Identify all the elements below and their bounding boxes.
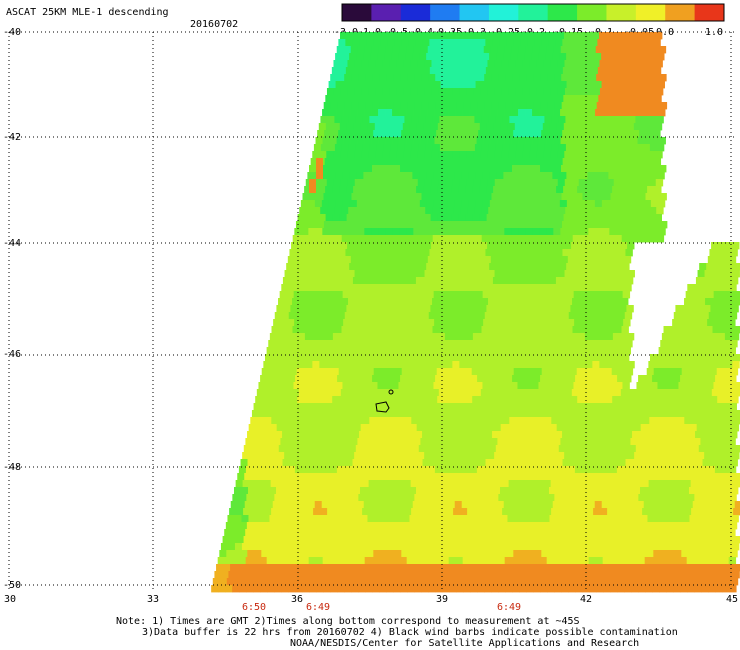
colorbar-swatch — [518, 4, 549, 21]
colorbar-swatch — [400, 4, 431, 21]
lat-label: -48 — [3, 462, 22, 473]
colorbar-swatch — [342, 4, 372, 21]
footnote-credit: NOAA/NESDIS/Center for Satellite Applica… — [290, 638, 640, 649]
wind-swath — [211, 32, 740, 593]
contamination-marker — [375, 401, 390, 413]
lat-label: -46 — [3, 349, 22, 360]
product-date: 20160702 — [190, 19, 239, 30]
wind-barb-dot — [388, 389, 394, 395]
colorbar-swatch — [488, 4, 519, 21]
colorbar-swatch — [606, 4, 637, 21]
colorbar-swatch — [665, 4, 696, 21]
lat-lon-grid — [8, 31, 735, 590]
colorbar-swatch — [430, 4, 461, 21]
colorbar-swatch — [694, 4, 725, 21]
lon-label: 39 — [436, 594, 449, 605]
lon-label: 36 — [291, 594, 304, 605]
colorbar-swatch — [371, 4, 402, 21]
pass-time-label: 6:49 — [306, 602, 331, 613]
colorbar-swatch — [459, 4, 490, 21]
lat-label: -40 — [3, 27, 22, 38]
colorbar-swatch — [547, 4, 578, 21]
pass-time-label: 6:49 — [497, 602, 522, 613]
colorbar-tick-label: 1.0 — [705, 27, 723, 38]
footnote-line-2: 3)Data buffer is 22 hrs from 20160702 4)… — [142, 627, 678, 638]
lat-label: -42 — [3, 132, 22, 143]
lon-label: 33 — [147, 594, 160, 605]
colorbar-swatch — [635, 4, 666, 21]
lon-label: 42 — [580, 594, 593, 605]
colorbar-swatch — [577, 4, 607, 21]
pass-time-label: 6:50 — [242, 602, 267, 613]
product-title: ASCAT 25KM MLE-1 descending — [6, 7, 169, 18]
footnote-line-1: Note: 1) Times are GMT 2)Times along bot… — [116, 616, 580, 627]
colorbar-border — [341, 3, 725, 22]
map-plot-area — [8, 31, 740, 593]
lon-label: 30 — [4, 594, 17, 605]
lat-label: -44 — [3, 238, 22, 249]
lat-label: -50 — [3, 580, 22, 591]
lon-label: 45 — [726, 594, 739, 605]
